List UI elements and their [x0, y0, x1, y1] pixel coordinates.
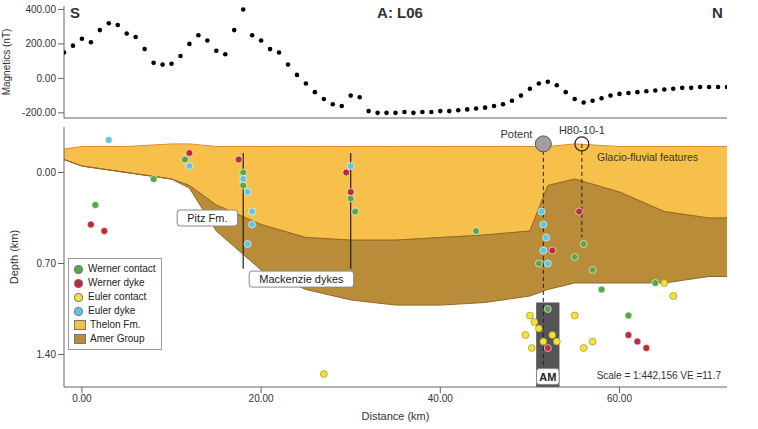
svg-text:H80-10-1: H80-10-1	[559, 124, 605, 136]
svg-text:0.70: 0.70	[37, 258, 57, 269]
svg-text:Potent: Potent	[501, 128, 533, 140]
svg-text:40.00: 40.00	[428, 393, 453, 404]
html-text:S: S	[70, 4, 80, 21]
html-text:Thelon Fm.: Thelon Fm.	[90, 319, 141, 330]
html-text:Werner contact: Werner contact	[88, 263, 156, 274]
html-text:N: N	[712, 4, 723, 21]
svg-text:0.00: 0.00	[72, 393, 92, 404]
svg-text:Glacio-fluvial features: Glacio-fluvial features	[597, 151, 698, 163]
svg-text:1.40: 1.40	[37, 349, 57, 360]
html-text:Euler dyke: Euler dyke	[88, 305, 136, 316]
svg-text:-200.00: -200.00	[22, 107, 56, 118]
svg-text:Mackenzie dykes: Mackenzie dykes	[259, 273, 344, 285]
svg-text:20.00: 20.00	[249, 393, 274, 404]
html-text:Euler contact: Euler contact	[88, 291, 147, 302]
svg-text:Distance (km): Distance (km)	[362, 410, 430, 422]
svg-text:Depth (km): Depth (km)	[8, 230, 20, 284]
html-text:Amer Group: Amer Group	[90, 333, 145, 344]
svg-text:Magnetics (nT): Magnetics (nT)	[1, 29, 12, 96]
svg-text:400.00: 400.00	[25, 4, 56, 15]
svg-text:0.00: 0.00	[37, 167, 57, 178]
svg-text:60.00: 60.00	[607, 393, 632, 404]
html-text:Werner dyke: Werner dyke	[88, 277, 145, 288]
html-text:A: L06: A: L06	[377, 4, 423, 21]
svg-text:0.00: 0.00	[37, 73, 57, 84]
svg-text:AM: AM	[539, 371, 556, 383]
svg-text:Pitz Fm.: Pitz Fm.	[187, 212, 227, 224]
svg-text:200.00: 200.00	[25, 38, 56, 49]
svg-text:Scale = 1:442,156 VE =11.7: Scale = 1:442,156 VE =11.7	[597, 370, 722, 381]
